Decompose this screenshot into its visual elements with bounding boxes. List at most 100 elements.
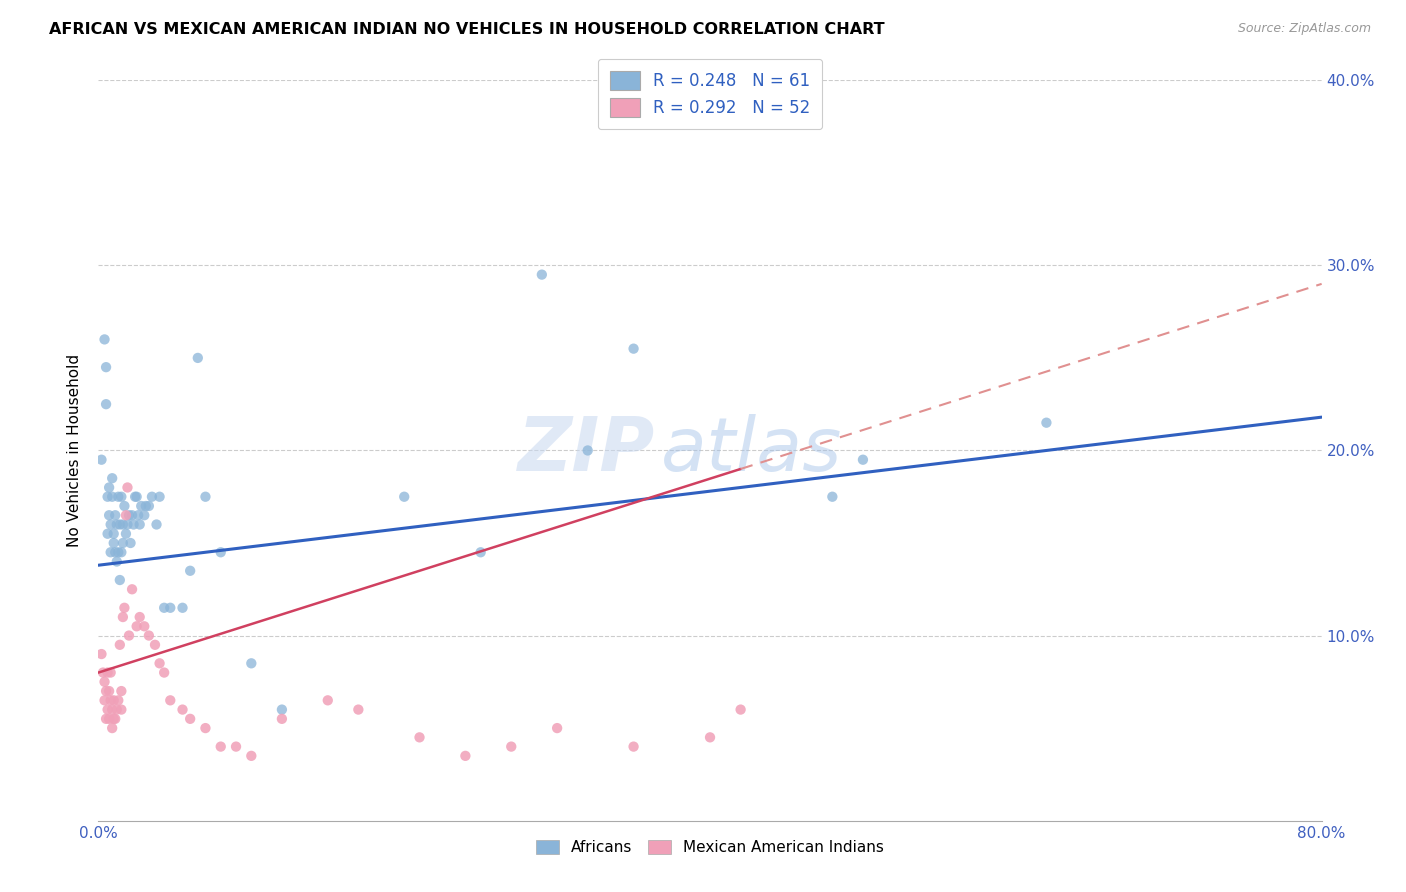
Point [699,731,721,745]
Legend: Africans, Mexican American Indians: Africans, Mexican American Indians [530,834,890,861]
Point [107,693,129,707]
Text: Source: ZipAtlas.com: Source: ZipAtlas.com [1237,22,1371,36]
Point [141,490,163,504]
Point [149,490,172,504]
Point [159,600,181,615]
Point [91,665,114,680]
Point [104,712,127,726]
Point [110,703,132,717]
Point [546,721,568,735]
Point [159,693,181,707]
Point [118,508,141,523]
Point [100,545,122,559]
Point [111,536,134,550]
Point [101,471,124,485]
Point [240,657,263,671]
Point [125,490,148,504]
Point [111,517,134,532]
Point [179,712,201,726]
Point [108,638,131,652]
Point [117,481,139,495]
Point [105,517,128,532]
Point [172,703,194,717]
Point [454,748,477,763]
Point [149,657,172,671]
Y-axis label: No Vehicles in Household: No Vehicles in Household [67,354,83,547]
Point [111,610,134,624]
Text: ZIP: ZIP [517,414,655,487]
Point [93,332,115,346]
Point [107,545,129,559]
Point [347,703,370,717]
Point [1035,416,1057,430]
Point [135,499,157,513]
Point [110,545,132,559]
Point [94,397,117,411]
Point [115,526,138,541]
Point [94,360,117,375]
Point [98,508,121,523]
Text: atlas: atlas [661,415,842,486]
Point [98,481,121,495]
Point [143,638,166,652]
Point [103,536,125,550]
Point [209,739,232,754]
Point [316,693,339,707]
Point [124,490,146,504]
Point [125,619,148,633]
Point [530,268,553,282]
Point [117,517,139,532]
Point [107,490,129,504]
Point [179,564,201,578]
Point [97,490,120,504]
Point [97,526,120,541]
Point [240,748,263,763]
Point [821,490,844,504]
Point [101,703,124,717]
Point [110,490,132,504]
Point [138,628,160,642]
Point [103,712,125,726]
Point [108,517,131,532]
Point [105,703,128,717]
Point [98,712,121,726]
Point [852,452,875,467]
Point [108,573,131,587]
Point [97,703,120,717]
Point [623,739,645,754]
Point [90,452,112,467]
Point [408,731,430,745]
Point [101,490,124,504]
Point [115,508,138,523]
Point [187,351,209,365]
Point [121,508,143,523]
Point [127,508,149,523]
Point [101,721,124,735]
Point [121,582,143,597]
Point [623,342,645,356]
Point [138,499,160,513]
Point [97,665,120,680]
Point [122,517,145,532]
Point [194,490,217,504]
Point [501,739,523,754]
Point [118,628,141,642]
Point [134,508,156,523]
Point [576,443,599,458]
Point [128,610,150,624]
Point [134,619,156,633]
Point [153,600,176,615]
Point [470,545,492,559]
Point [225,739,247,754]
Point [270,703,292,717]
Point [100,693,122,707]
Point [194,721,217,735]
Point [392,490,416,504]
Text: AFRICAN VS MEXICAN AMERICAN INDIAN NO VEHICLES IN HOUSEHOLD CORRELATION CHART: AFRICAN VS MEXICAN AMERICAN INDIAN NO VE… [49,22,884,37]
Point [110,684,132,698]
Point [730,703,752,717]
Point [94,712,117,726]
Point [100,517,122,532]
Point [90,647,112,661]
Point [112,499,135,513]
